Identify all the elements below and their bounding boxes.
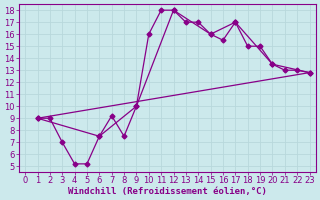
X-axis label: Windchill (Refroidissement éolien,°C): Windchill (Refroidissement éolien,°C) (68, 187, 267, 196)
